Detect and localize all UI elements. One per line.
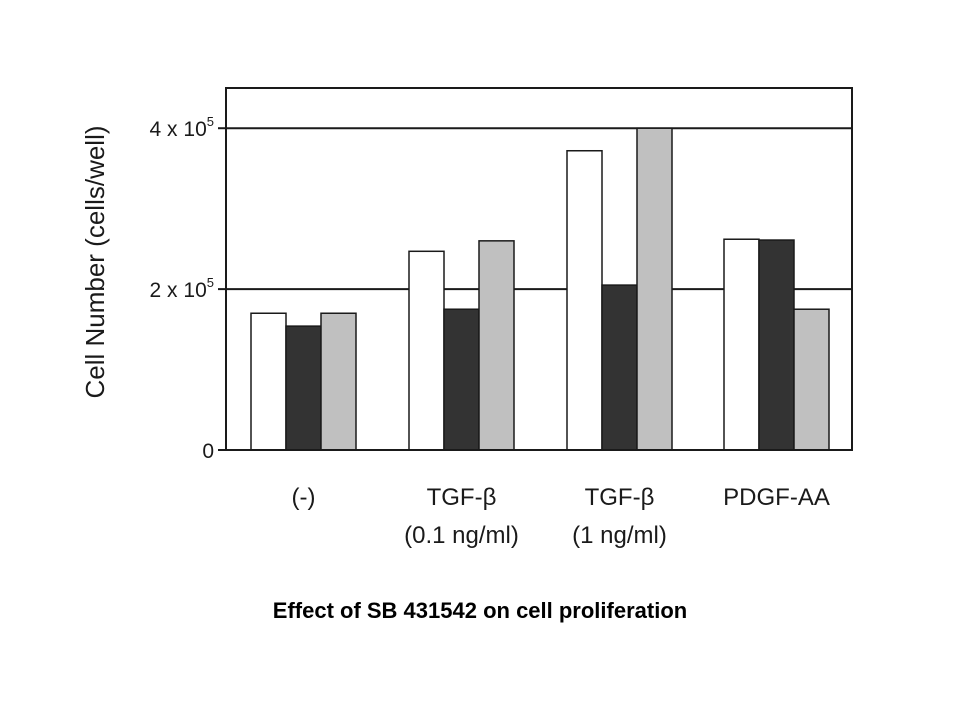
x-category-label-3-line-1: TGF-β xyxy=(585,484,655,511)
x-category-label-3-line-2: (1 ng/ml) xyxy=(572,522,667,549)
x-category-label-2-line-1: TGF-β xyxy=(427,484,497,511)
bar-series3-category3 xyxy=(636,127,673,451)
x-category-label-1-line-1: (-) xyxy=(292,484,316,511)
y-ticks: 0 2 x 105 4 x 105 xyxy=(150,114,226,463)
bar-series1-category1 xyxy=(250,312,287,451)
bars xyxy=(250,127,830,451)
bar-chart: 0 2 x 105 4 x 105 (-) TGF-β (0.1 ng/ml) TGF-β… xyxy=(80,87,853,549)
y-tick-label-2: 4 x 105 xyxy=(150,114,214,141)
x-category-label-2-line-2: (0.1 ng/ml) xyxy=(404,522,519,549)
bar-series2-category2 xyxy=(443,308,480,451)
bar-series3-category4 xyxy=(793,308,830,451)
bar-series1-category3 xyxy=(566,149,603,451)
plot-frame xyxy=(225,87,853,451)
x-category-label-4-line-1: PDGF-AA xyxy=(723,484,830,511)
bar-series1-category4 xyxy=(723,238,760,451)
y-tick-label-0: 0 xyxy=(202,440,214,463)
bar-series3-category2 xyxy=(478,240,515,451)
x-category-labels: (-) TGF-β (0.1 ng/ml) TGF-β (1 ng/ml) PDGF-AA xyxy=(292,484,830,549)
bar-series1-category2 xyxy=(408,250,445,451)
bar-series2-category1 xyxy=(285,325,322,451)
y-axis-label: Cell Number (cells/well) xyxy=(80,125,110,398)
bar-series3-category1 xyxy=(320,312,357,451)
figure-caption: Effect of SB 431542 on cell proliferatio… xyxy=(272,598,688,623)
bar-series2-category4 xyxy=(758,239,795,451)
y-tick-label-1: 2 x 105 xyxy=(150,275,214,302)
bar-series2-category3 xyxy=(601,284,638,451)
